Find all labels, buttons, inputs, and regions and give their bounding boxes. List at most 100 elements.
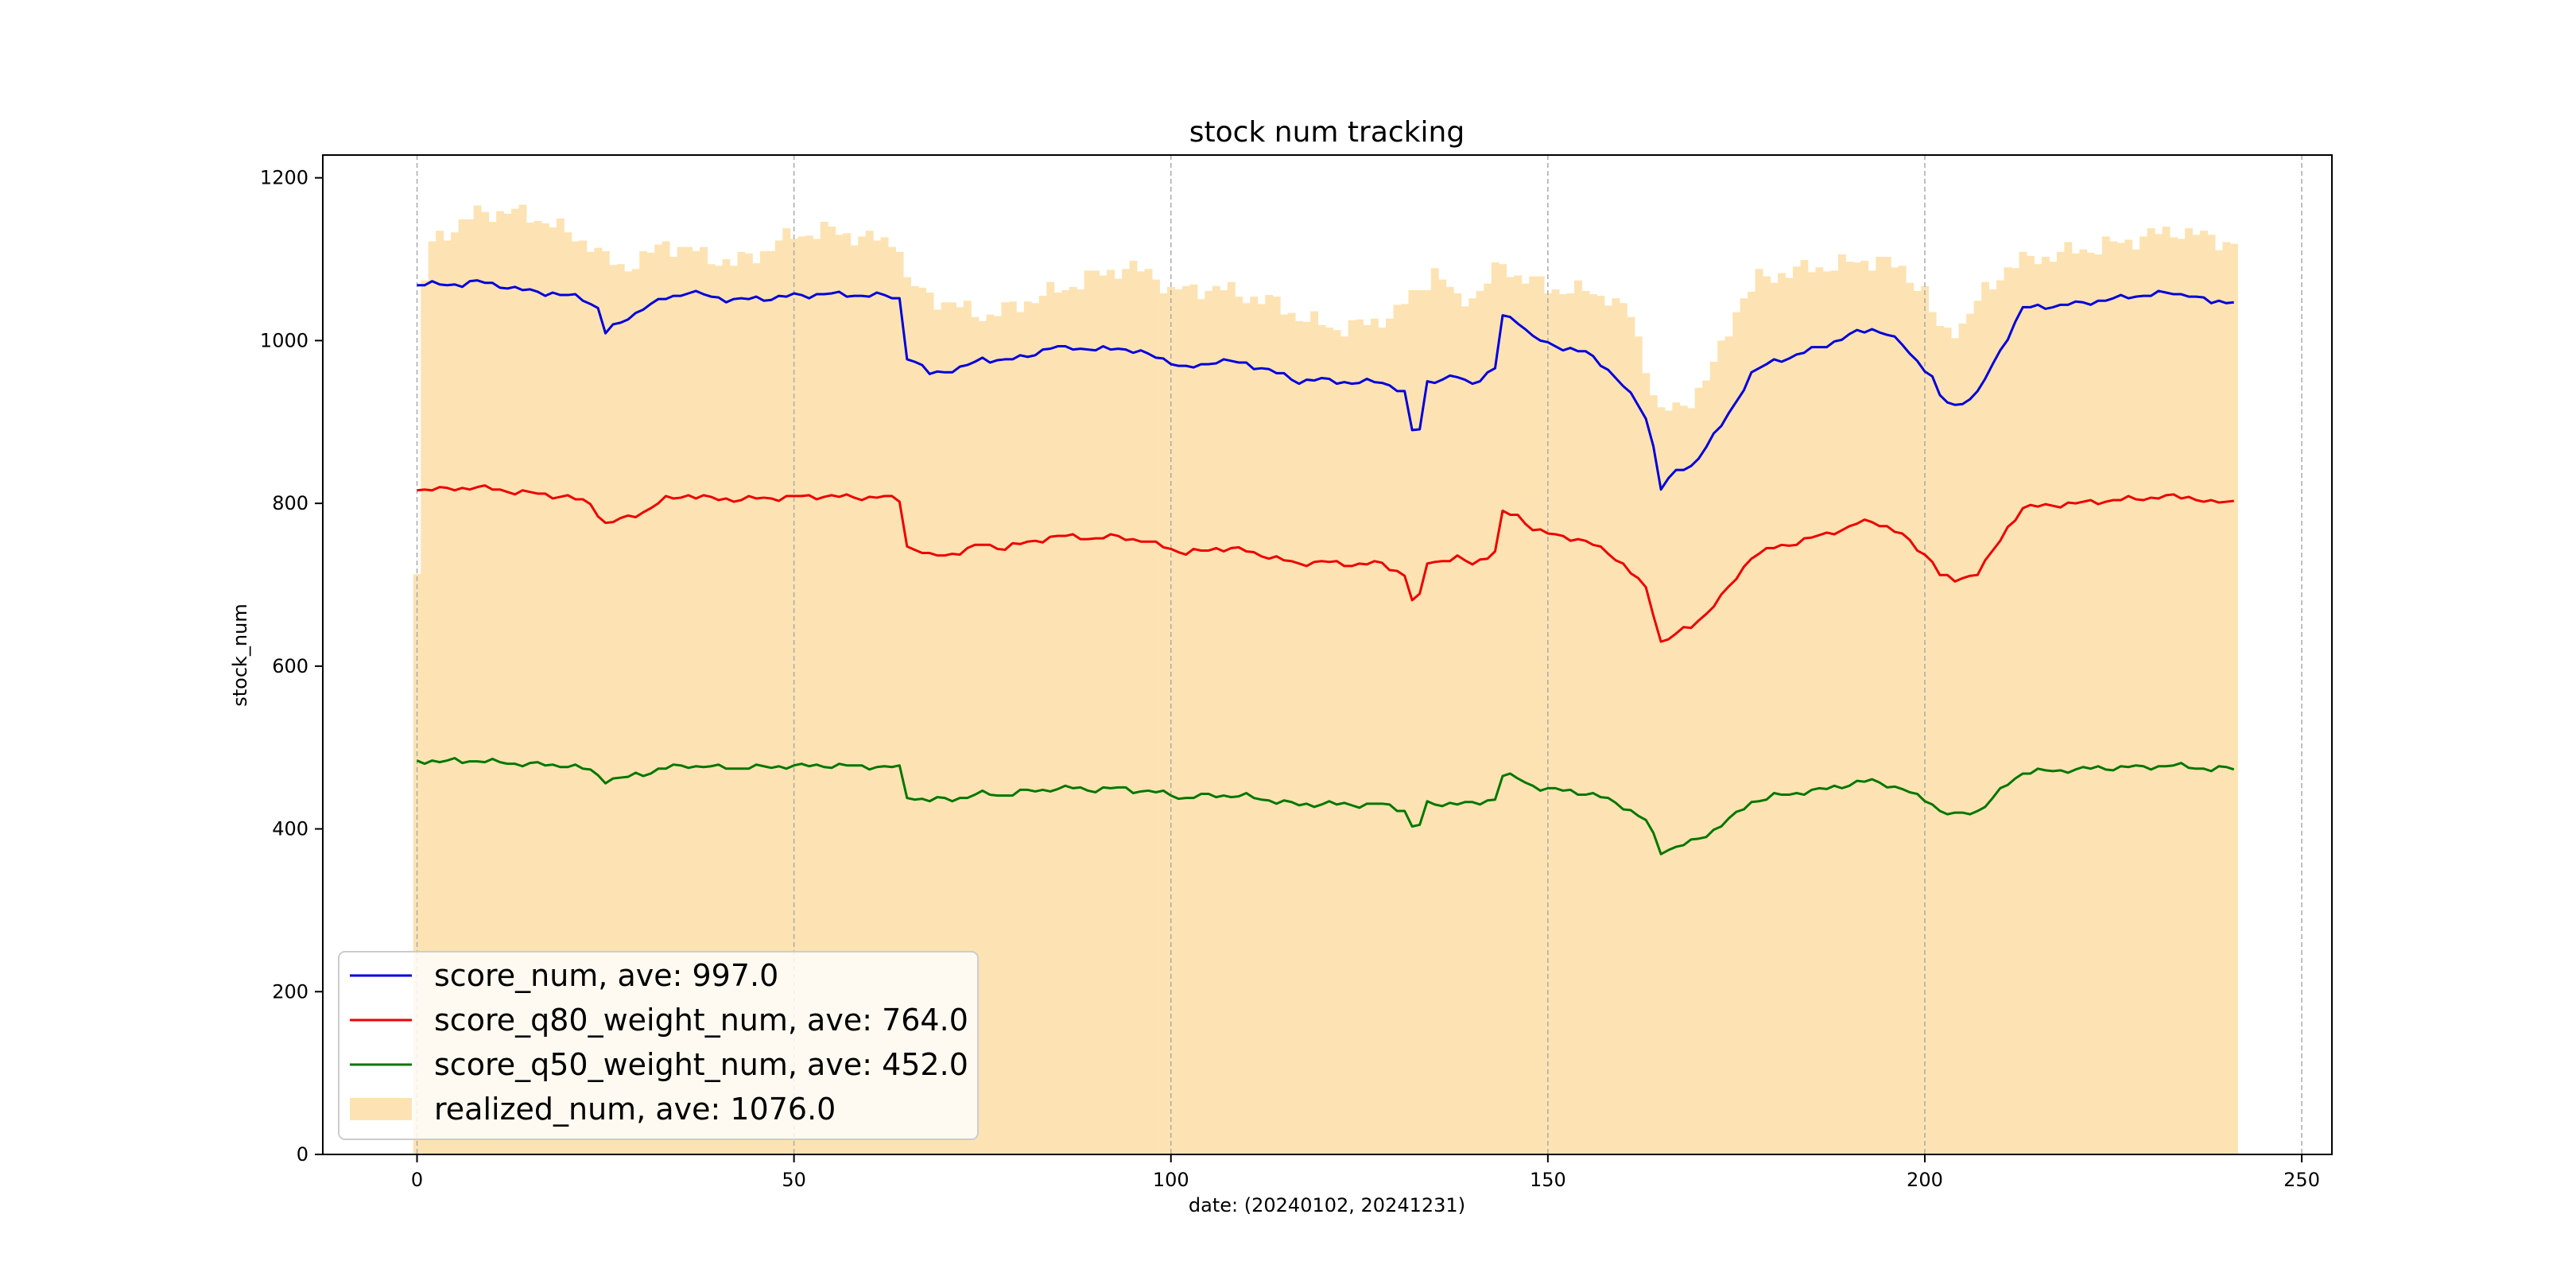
- realized-bar: [1189, 284, 1198, 1154]
- realized-bar: [1031, 303, 1040, 1154]
- realized-bar: [1159, 293, 1168, 1154]
- realized-bar: [1385, 318, 1394, 1154]
- realized-bar: [1265, 295, 1274, 1154]
- realized-bar: [1800, 260, 1809, 1154]
- realized-bar: [1815, 267, 1824, 1154]
- realized-bar: [903, 277, 912, 1154]
- realized-bar: [466, 219, 475, 1154]
- realized-bar: [2147, 228, 2155, 1154]
- realized-bar: [1415, 289, 1424, 1154]
- realized-bar: [918, 287, 926, 1155]
- realized-bar: [1589, 294, 1597, 1154]
- realized-bar: [601, 250, 610, 1154]
- realized-bar: [1393, 305, 1402, 1155]
- realized-bar: [1845, 262, 1854, 1155]
- realized-bar: [1008, 301, 1017, 1154]
- realized-bar: [1235, 297, 1243, 1154]
- realized-bar: [1981, 281, 1989, 1155]
- realized-bar: [1137, 271, 1145, 1154]
- realized-bar: [503, 213, 512, 1155]
- realized-bar: [1061, 289, 1070, 1154]
- realized-bar: [1612, 298, 1620, 1154]
- realized-bar: [2012, 268, 2019, 1154]
- realized-bar: [677, 246, 685, 1154]
- realized-bar: [1363, 324, 1371, 1155]
- realized-bar: [850, 245, 859, 1154]
- realized-bar: [880, 237, 889, 1154]
- legend-box: [338, 951, 979, 1140]
- realized-bar: [1891, 267, 1899, 1154]
- realized-bar: [1928, 312, 1937, 1154]
- realized-bar: [661, 241, 670, 1154]
- realized-bar: [1069, 286, 1077, 1155]
- realized-bar: [1461, 306, 1469, 1154]
- realized-bar: [1709, 362, 1718, 1154]
- realized-bar: [1672, 402, 1681, 1154]
- realized-bar: [2140, 236, 2148, 1154]
- realized-bar: [2071, 253, 2080, 1154]
- realized-bar: [1996, 280, 2004, 1154]
- realized-bar: [1694, 387, 1703, 1154]
- realized-bar: [1778, 273, 1786, 1154]
- x-tick-label: 50: [782, 1169, 806, 1191]
- realized-bar: [2109, 241, 2118, 1154]
- realized-bar: [1408, 289, 1417, 1154]
- realized-bar: [1220, 289, 1228, 1154]
- realized-bar: [1310, 311, 1319, 1154]
- realized-bar: [1868, 270, 1876, 1155]
- realized-bar: [436, 231, 444, 1155]
- realized-bar: [1763, 276, 1771, 1154]
- y-tick-label: 800: [272, 492, 308, 514]
- realized-bar: [2041, 256, 2050, 1155]
- realized-bar: [2177, 239, 2186, 1155]
- realized-bar: [828, 227, 836, 1155]
- realized-bar: [1077, 289, 1085, 1154]
- realized-bar: [616, 264, 625, 1154]
- realized-bar: [2124, 239, 2133, 1155]
- realized-bar: [774, 240, 783, 1155]
- realized-bar: [1325, 328, 1334, 1154]
- realized-bar: [1038, 296, 1047, 1155]
- realized-bar: [1755, 269, 1763, 1154]
- realized-bar: [949, 302, 956, 1154]
- realized-bar: [1302, 321, 1311, 1155]
- x-axis-title: date: (20240102, 20241231): [1189, 1194, 1465, 1216]
- line-score_num: [417, 279, 2234, 491]
- realized-bar: [2094, 254, 2103, 1154]
- x-tick-label: 150: [1530, 1169, 1566, 1191]
- realized-bar: [1936, 325, 1945, 1155]
- realized-bar: [586, 251, 595, 1154]
- x-tick-label: 200: [1907, 1169, 1943, 1191]
- realized-bar: [1687, 408, 1696, 1154]
- realized-bar: [1642, 373, 1651, 1155]
- y-tick-label: 600: [272, 655, 308, 677]
- realized-bar: [1717, 340, 1726, 1154]
- realized-bar: [2229, 243, 2238, 1154]
- realized-bar: [722, 259, 731, 1154]
- series-lines: [416, 279, 2235, 855]
- realized-bar: [1551, 289, 1560, 1154]
- realized-bar: [1092, 270, 1100, 1155]
- legend-label-q50: score_q50_weight_num, ave: 452.0: [434, 1047, 968, 1082]
- x-tick-label: 250: [2283, 1169, 2320, 1191]
- realized-bar: [1430, 268, 1439, 1154]
- realized-bar: [1536, 276, 1545, 1154]
- realized-bar: [1484, 283, 1492, 1155]
- realized-bar: [2155, 234, 2163, 1154]
- realized-bar: [1860, 261, 1869, 1154]
- realized-bar: [2192, 235, 2201, 1154]
- realized-bar: [564, 232, 572, 1154]
- realized-bar: [820, 221, 828, 1155]
- realized-bar: [767, 250, 776, 1154]
- realized-bar: [1016, 312, 1025, 1154]
- realized-bar: [933, 309, 941, 1154]
- realized-bar: [1122, 269, 1130, 1154]
- realized-bar: [2064, 242, 2073, 1154]
- realized-bar: [533, 220, 542, 1154]
- realized-bar: [518, 204, 527, 1155]
- line-score_q80_weight_num: [417, 484, 2234, 643]
- realized-bar: [1023, 301, 1032, 1154]
- realized-bar: [978, 320, 987, 1154]
- y-tick-label: 0: [297, 1143, 308, 1166]
- realized-bar: [1453, 293, 1462, 1154]
